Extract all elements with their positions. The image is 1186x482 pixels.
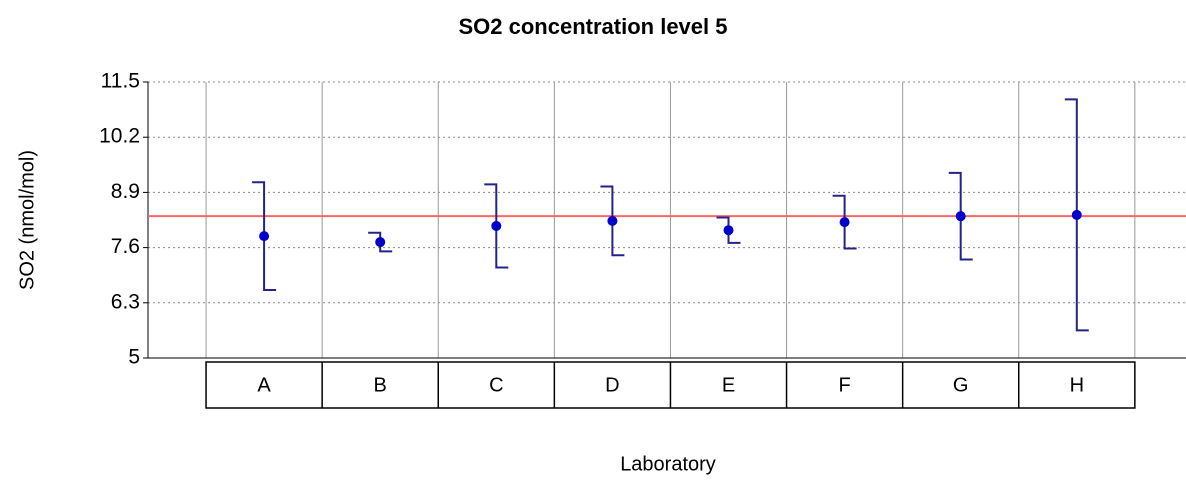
y-tick-label: 7.6 [111,235,140,258]
x-tick-label: A [257,374,271,396]
point [491,220,502,231]
y-tick-label: 5 [128,346,140,369]
point [259,231,270,242]
point [955,211,966,222]
y-tick-label: 10.2 [99,125,140,148]
y-tick-label: 6.3 [111,290,140,313]
point [1071,209,1082,220]
point [375,237,386,248]
point [607,215,618,226]
x-tick-label: D [605,374,619,396]
x-tick-label: E [722,374,735,396]
y-tick-label: 8.9 [111,180,140,203]
x-tick-label: G [953,374,969,396]
x-axis-label: Laboratory [620,453,716,475]
point [723,225,734,236]
x-tick-label: H [1070,374,1084,396]
point [839,217,850,228]
x-tick-label: F [838,374,850,396]
x-tick-label: B [374,374,387,396]
y-tick-label: 11.5 [101,70,140,93]
chart-title: SO2 concentration level 5 [459,14,728,39]
y-axis-label: SO2 (nmol/mol) [16,150,38,290]
x-tick-label: C [489,374,503,396]
